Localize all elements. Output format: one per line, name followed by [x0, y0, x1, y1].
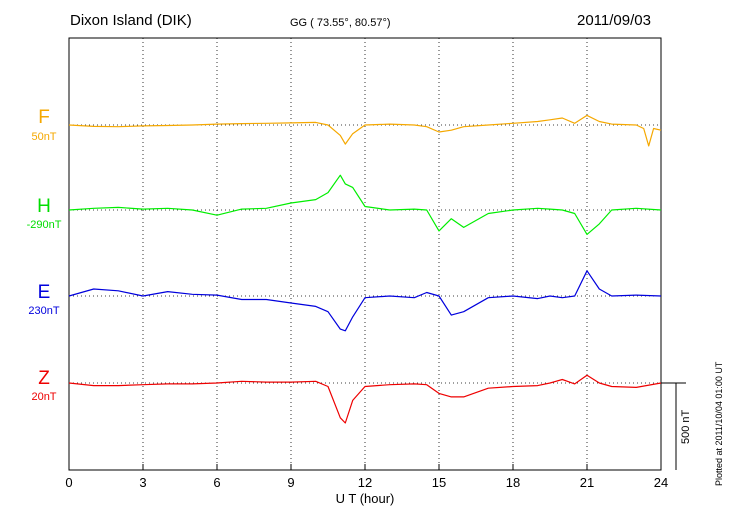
scale-bar-label: 500 nT: [680, 409, 692, 444]
series-layer: [68, 114, 662, 424]
x-axis-label: U T (hour): [336, 491, 395, 506]
component-label-f: F: [38, 107, 50, 128]
x-tick-label: 15: [432, 475, 446, 490]
component-label-h: H: [37, 196, 51, 217]
x-tick-label: 21: [580, 475, 594, 490]
x-tick-label: 3: [139, 475, 146, 490]
component-label-e: E: [37, 282, 51, 303]
component-offset-e: 230nT: [28, 305, 60, 317]
x-tick-label: 0: [65, 475, 72, 490]
date-label: 2011/09/03: [577, 12, 651, 29]
x-tick-label: 9: [287, 475, 294, 490]
component-offset-f: 50nT: [31, 131, 57, 143]
series-line-z: [68, 374, 662, 424]
grid: [142, 38, 588, 470]
component-offset-h: -290nT: [26, 219, 62, 231]
series-line-e: [68, 270, 662, 332]
series-line-f: [68, 114, 662, 147]
x-tick-label: 12: [358, 475, 372, 490]
scale-bar: [661, 382, 686, 470]
plotted-at-note: Plotted at 2011/10/04 01:00 UT: [714, 361, 724, 486]
x-ticks: 0 3 6 9 12 15 18 21 24: [65, 464, 668, 490]
x-tick-label: 6: [213, 475, 220, 490]
x-tick-label: 18: [506, 475, 520, 490]
component-offset-z: 20nT: [31, 391, 57, 403]
x-tick-label: 24: [654, 475, 668, 490]
series-line-h: [68, 174, 662, 235]
station-coords: GG ( 73.55°, 80.57°): [290, 17, 391, 29]
station-title: Dixon Island (DIK): [70, 12, 192, 29]
component-label-z: Z: [38, 368, 50, 389]
